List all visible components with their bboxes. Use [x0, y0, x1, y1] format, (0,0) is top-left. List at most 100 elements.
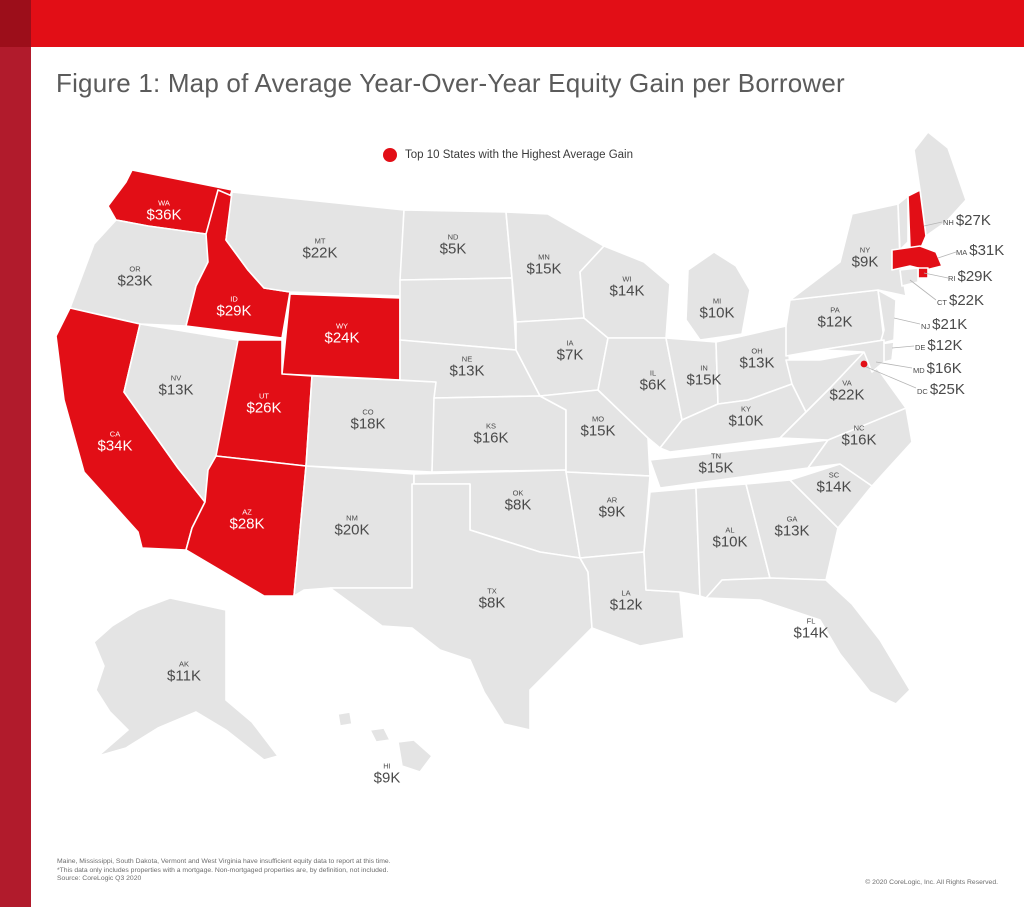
label-ca: CA $34K — [97, 430, 132, 455]
value-ar: $9K — [598, 503, 626, 521]
value-nj: $21K — [932, 316, 968, 333]
label-ok: OK $8K — [505, 489, 532, 514]
abbr-ky: KY — [740, 404, 752, 414]
state-hi-main[interactable] — [397, 739, 433, 773]
abbr-mn: MN — [538, 252, 550, 262]
value-tx: $8K — [478, 594, 506, 612]
abbr-al: AL — [725, 525, 735, 535]
state-me[interactable] — [913, 131, 967, 237]
value-in: $15K — [686, 371, 722, 389]
abbr-az: AZ — [242, 507, 252, 517]
value-mt: $22K — [302, 244, 338, 262]
abbr-ri: RI — [948, 274, 956, 283]
label-nd: ND $5K — [440, 233, 467, 258]
label-il: IL $6K — [640, 369, 667, 394]
abbr-pa: PA — [830, 305, 840, 315]
state-ct[interactable] — [899, 267, 919, 287]
state-wi[interactable] — [579, 245, 671, 339]
value-ga: $13K — [774, 522, 810, 540]
value-fl: $14K — [793, 624, 829, 642]
value-nd: $5K — [439, 240, 467, 258]
state-fl[interactable] — [705, 577, 911, 705]
label-ak: AK $11K — [167, 660, 201, 685]
footnote-line-2: *This data only includes properties with… — [57, 866, 389, 874]
state-nh[interactable] — [907, 189, 927, 251]
state-ri[interactable] — [917, 267, 929, 279]
label-va: VA $22K — [829, 379, 864, 404]
state-tx[interactable] — [329, 483, 593, 731]
value-id: $29K — [216, 302, 252, 320]
abbr-or: OR — [129, 264, 141, 274]
abbr-ne: NE — [461, 354, 473, 364]
abbr-la: LA — [621, 588, 631, 598]
figure-title: Figure 1: Map of Average Year-Over-Year … — [56, 68, 845, 98]
label-md: MD $16K — [913, 360, 962, 377]
value-ne: $13K — [449, 362, 485, 380]
state-ms[interactable] — [643, 487, 701, 597]
label-in: IN $15K — [686, 364, 721, 389]
label-ut: UT $26K — [246, 392, 281, 417]
value-ut: $26K — [246, 399, 282, 417]
label-ct: CT $22K — [937, 292, 984, 309]
value-nh: $27K — [955, 212, 991, 229]
value-or: $23K — [117, 272, 153, 290]
label-wa: WA $36K — [146, 199, 181, 224]
label-mi: MI $10K — [699, 297, 734, 322]
label-mo: MO $15K — [580, 415, 615, 440]
abbr-nc: NC — [853, 423, 865, 433]
copyright: © 2020 CoreLogic, Inc. All Rights Reserv… — [865, 879, 998, 886]
state-mi[interactable] — [685, 251, 751, 341]
state-vt[interactable] — [897, 195, 909, 251]
abbr-dc: DC — [917, 387, 928, 396]
abbr-fl: FL — [806, 616, 816, 626]
label-ky: KY $10K — [728, 405, 763, 430]
abbr-nv: NV — [170, 373, 182, 383]
abbr-ks: KS — [485, 421, 497, 431]
state-hi-maui[interactable] — [369, 727, 391, 743]
value-hi: $9K — [373, 769, 401, 787]
label-ia: IA $7K — [557, 339, 584, 364]
state-md[interactable] — [819, 339, 885, 373]
label-id: ID $29K — [216, 295, 251, 320]
header-bar — [0, 0, 1024, 47]
value-il: $6K — [639, 376, 667, 394]
abbr-mt: MT — [314, 236, 326, 246]
header-bar-corner — [0, 0, 31, 47]
abbr-mi: MI — [712, 296, 722, 306]
value-pa: $12K — [817, 313, 853, 331]
abbr-ia: IA — [566, 338, 574, 348]
state-nj[interactable] — [877, 289, 897, 345]
footnote: Maine, Mississippi, South Dakota, Vermon… — [57, 858, 391, 884]
state-ak[interactable] — [93, 597, 279, 761]
value-mo: $15K — [580, 422, 616, 440]
state-wv[interactable] — [785, 351, 865, 413]
label-ne: NE $13K — [449, 355, 484, 380]
value-ks: $16K — [473, 429, 509, 447]
abbr-sc: SC — [828, 470, 840, 480]
value-dc: $25K — [929, 381, 965, 398]
abbr-ak: AK — [178, 659, 190, 669]
label-co: CO $18K — [350, 408, 385, 433]
dc-marker[interactable] — [860, 360, 868, 368]
state-ny[interactable] — [789, 203, 907, 301]
value-tn: $15K — [698, 459, 734, 477]
state-ma[interactable] — [891, 245, 943, 271]
label-az: AZ $28K — [229, 508, 264, 533]
state-hi-oahu[interactable] — [337, 711, 353, 727]
abbr-de: DE — [915, 343, 926, 352]
value-ak: $11K — [167, 667, 201, 685]
label-ri: RI $29K — [948, 268, 993, 285]
label-oh: OH $13K — [739, 347, 774, 372]
abbr-ma: MA — [956, 248, 968, 257]
label-nm: NM $20K — [334, 514, 369, 539]
state-sd[interactable] — [399, 277, 517, 351]
abbr-ca: CA — [109, 429, 121, 439]
label-sc: SC $14K — [816, 471, 851, 496]
abbr-co: CO — [362, 407, 374, 417]
label-wi: WI $14K — [609, 275, 644, 300]
value-mn: $15K — [526, 260, 562, 278]
abbr-nm: NM — [346, 513, 358, 523]
abbr-tn: TN — [710, 451, 721, 461]
abbr-wy: WY — [335, 321, 349, 331]
